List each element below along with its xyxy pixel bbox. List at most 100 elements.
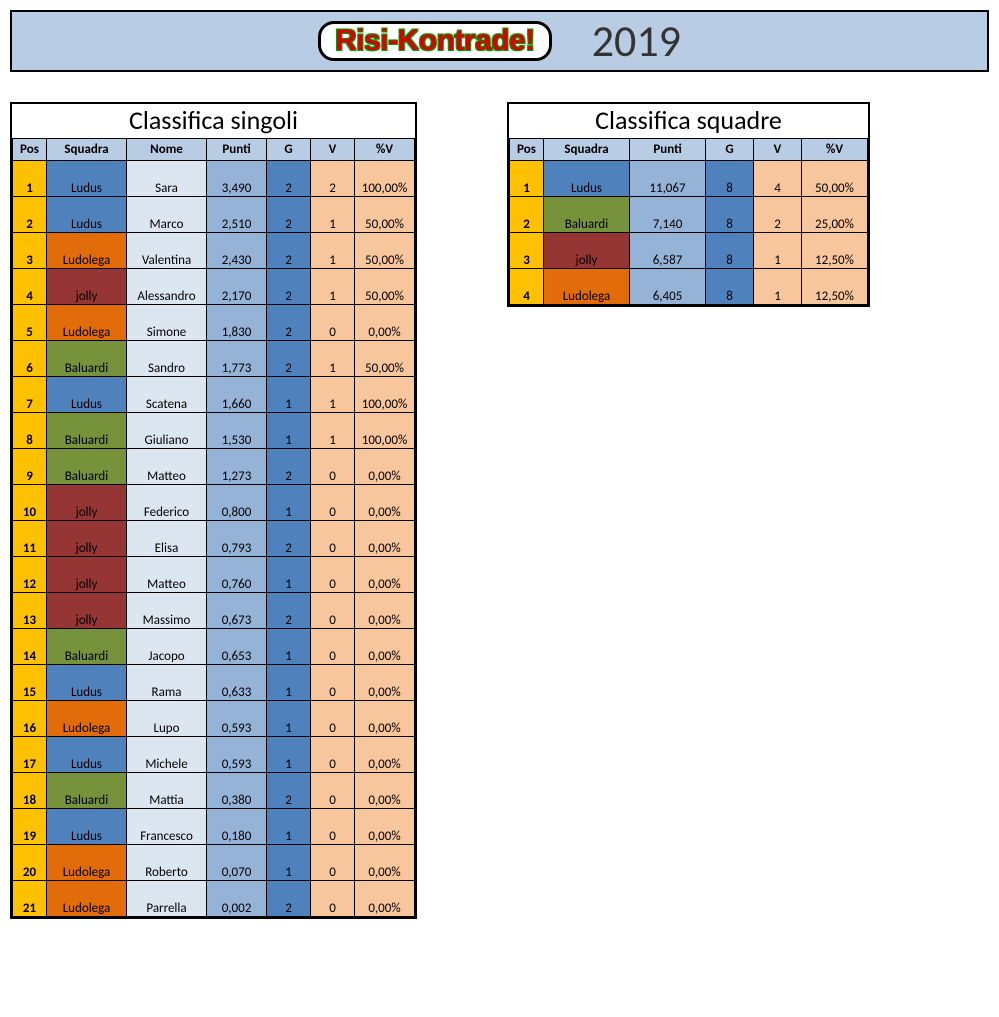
cell-punti: 0,002 — [207, 881, 267, 917]
cell-pct: 12,50% — [802, 233, 868, 269]
cell-punti: 3,490 — [207, 161, 267, 197]
cell-nome: Giuliano — [127, 413, 207, 449]
cell-punti: 0,180 — [207, 809, 267, 845]
cell-pos: 12 — [13, 557, 47, 593]
cell-v: 2 — [754, 197, 802, 233]
cell-squadra: jolly — [544, 233, 630, 269]
table-row: 1Ludus11,0678450,00% — [510, 161, 868, 197]
cell-punti: 0,673 — [207, 593, 267, 629]
cell-nome: Michele — [127, 737, 207, 773]
cell-squadra: Ludus — [47, 809, 127, 845]
cell-pos: 18 — [13, 773, 47, 809]
cell-punti: 0,800 — [207, 485, 267, 521]
cell-v: 0 — [311, 701, 355, 737]
cell-nome: Valentina — [127, 233, 207, 269]
cell-squadra: Ludus — [47, 665, 127, 701]
year-label: 2019 — [592, 14, 681, 68]
teams-block: Classifica squadre PosSquadraPuntiGV%V1L… — [507, 102, 870, 307]
cell-g: 2 — [267, 305, 311, 341]
table-row: 7LudusScatena1,66011100,00% — [13, 377, 415, 413]
cell-pct: 50,00% — [802, 161, 868, 197]
cell-squadra: Ludus — [544, 161, 630, 197]
cell-nome: Federico — [127, 485, 207, 521]
cell-g: 1 — [267, 845, 311, 881]
cell-pct: 0,00% — [355, 485, 415, 521]
cell-punti: 0,593 — [207, 701, 267, 737]
col-header: V — [311, 139, 355, 161]
cell-pos: 4 — [13, 269, 47, 305]
cell-squadra: Ludus — [47, 197, 127, 233]
cell-pct: 0,00% — [355, 845, 415, 881]
logo: Risi-Kontrade! — [318, 21, 552, 61]
cell-v: 1 — [311, 233, 355, 269]
cell-squadra: jolly — [47, 485, 127, 521]
cell-nome: Parrella — [127, 881, 207, 917]
cell-nome: Lupo — [127, 701, 207, 737]
cell-punti: 1,830 — [207, 305, 267, 341]
cell-pos: 3 — [13, 233, 47, 269]
table-row: 13jollyMassimo0,673200,00% — [13, 593, 415, 629]
cell-pos: 1 — [510, 161, 544, 197]
cell-v: 0 — [311, 809, 355, 845]
table-row: 2LudusMarco2,5102150,00% — [13, 197, 415, 233]
cell-squadra: Baluardi — [47, 629, 127, 665]
cell-squadra: Baluardi — [47, 341, 127, 377]
cell-g: 2 — [267, 521, 311, 557]
cell-g: 1 — [267, 629, 311, 665]
cell-pct: 0,00% — [355, 629, 415, 665]
cell-g: 2 — [267, 881, 311, 917]
teams-table: PosSquadraPuntiGV%V1Ludus11,0678450,00%2… — [509, 138, 868, 305]
cell-pct: 100,00% — [355, 413, 415, 449]
cell-g: 2 — [267, 233, 311, 269]
cell-pos: 20 — [13, 845, 47, 881]
cell-punti: 1,660 — [207, 377, 267, 413]
cell-v: 1 — [311, 197, 355, 233]
col-header: %V — [802, 139, 868, 161]
cell-pos: 2 — [510, 197, 544, 233]
col-header: Punti — [630, 139, 706, 161]
cell-g: 2 — [267, 197, 311, 233]
table-row: 11jollyElisa0,793200,00% — [13, 521, 415, 557]
cell-pct: 0,00% — [355, 305, 415, 341]
cell-squadra: Baluardi — [47, 773, 127, 809]
cell-pos: 4 — [510, 269, 544, 305]
singles-title: Classifica singoli — [12, 104, 415, 136]
cell-squadra: Ludus — [47, 377, 127, 413]
cell-punti: 0,760 — [207, 557, 267, 593]
cell-v: 0 — [311, 521, 355, 557]
cell-nome: Scatena — [127, 377, 207, 413]
cell-punti: 0,793 — [207, 521, 267, 557]
cell-pct: 0,00% — [355, 881, 415, 917]
cell-squadra: Ludus — [47, 737, 127, 773]
cell-g: 2 — [267, 593, 311, 629]
table-row: 18BaluardiMattia0,380200,00% — [13, 773, 415, 809]
table-row: 17LudusMichele0,593100,00% — [13, 737, 415, 773]
cell-punti: 2,510 — [207, 197, 267, 233]
cell-v: 0 — [311, 593, 355, 629]
cell-pos: 3 — [510, 233, 544, 269]
cell-v: 1 — [311, 269, 355, 305]
cell-nome: Marco — [127, 197, 207, 233]
cell-punti: 0,070 — [207, 845, 267, 881]
cell-nome: Sandro — [127, 341, 207, 377]
cell-g: 2 — [267, 773, 311, 809]
cell-squadra: Baluardi — [47, 413, 127, 449]
cell-pos: 16 — [13, 701, 47, 737]
cell-v: 0 — [311, 629, 355, 665]
cell-pct: 0,00% — [355, 521, 415, 557]
cell-squadra: Ludolega — [47, 305, 127, 341]
col-header: V — [754, 139, 802, 161]
cell-pos: 10 — [13, 485, 47, 521]
cell-g: 1 — [267, 557, 311, 593]
cell-punti: 6,587 — [630, 233, 706, 269]
cell-squadra: Ludolega — [47, 233, 127, 269]
table-row: 3jolly6,5878112,50% — [510, 233, 868, 269]
table-row: 14BaluardiJacopo0,653100,00% — [13, 629, 415, 665]
cell-pct: 100,00% — [355, 377, 415, 413]
cell-g: 1 — [267, 413, 311, 449]
col-header: Pos — [13, 139, 47, 161]
cell-pos: 14 — [13, 629, 47, 665]
table-row: 20LudolegaRoberto0,070100,00% — [13, 845, 415, 881]
table-row: 6BaluardiSandro1,7732150,00% — [13, 341, 415, 377]
cell-pct: 50,00% — [355, 341, 415, 377]
